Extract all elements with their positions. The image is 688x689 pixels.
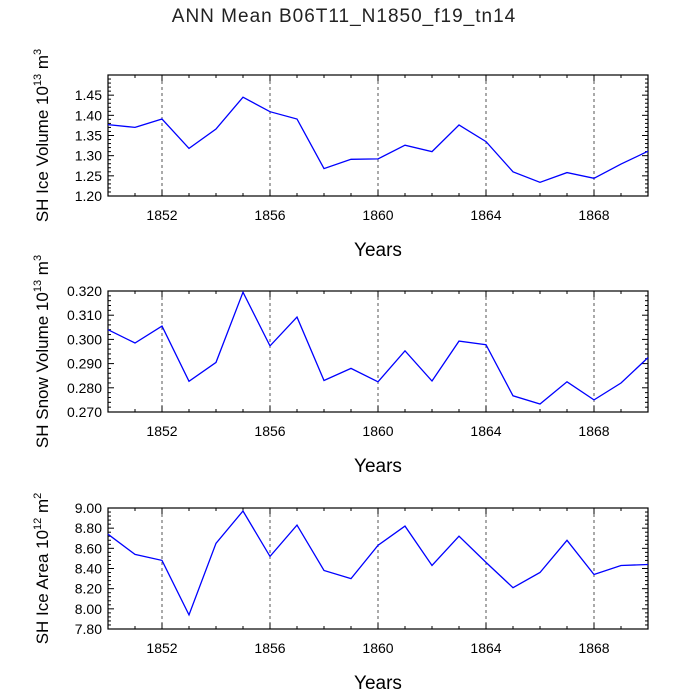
y-axis-label-superscript: 3 bbox=[32, 49, 44, 55]
y-axis-label-part: m bbox=[33, 55, 52, 74]
y-tick-label: 1.40 bbox=[75, 107, 102, 123]
y-axis-label-superscript: 12 bbox=[32, 518, 44, 530]
y-tick-label: 7.80 bbox=[75, 621, 102, 637]
x-tick-label: 1856 bbox=[254, 207, 285, 223]
series-line bbox=[107, 290, 649, 405]
y-tick-label: 1.20 bbox=[75, 188, 102, 204]
chart-panel-2: 0.270 0.280 0.290 0.300 0.310 0.320 1852 1856 18… bbox=[32, 255, 649, 477]
y-axis-label-superscript: 13 bbox=[32, 280, 44, 292]
x-tick-label: 1864 bbox=[470, 207, 501, 223]
chart-panel-1: 1.20 1.25 1.30 1.35 1.40 1.45 1852 1856 1860 1864… bbox=[32, 49, 649, 261]
y-axis-label: SH Ice Area 1012 m2 bbox=[32, 493, 52, 645]
plot-frame bbox=[107, 74, 649, 197]
x-tick-label: 1852 bbox=[146, 423, 177, 439]
y-tick-label: 8.20 bbox=[75, 581, 102, 597]
y-tick-label: 1.35 bbox=[75, 128, 102, 144]
x-tick-label: 1864 bbox=[470, 640, 501, 656]
y-axis-label-superscript: 2 bbox=[32, 493, 44, 499]
y-tick-label: 0.280 bbox=[67, 380, 102, 396]
y-tick-label: 8.00 bbox=[75, 601, 102, 617]
x-tick-label: 1868 bbox=[578, 207, 609, 223]
x-tick-label: 1852 bbox=[146, 640, 177, 656]
y-tick-label: 8.80 bbox=[75, 520, 102, 536]
y-axis-label-part: SH Ice Area 10 bbox=[33, 530, 52, 644]
x-tick-label: 1860 bbox=[362, 207, 393, 223]
y-axis-label: SH Snow Volume 1013 m3 bbox=[32, 255, 52, 448]
y-axis-label-part: m bbox=[33, 261, 52, 280]
y-tick-label: 1.25 bbox=[75, 168, 102, 184]
y-tick-label: 0.270 bbox=[67, 404, 102, 420]
y-axis-label-part: m bbox=[33, 499, 52, 518]
y-tick-label: 0.290 bbox=[67, 356, 102, 372]
x-axis-label: Years bbox=[354, 240, 402, 261]
x-tick-label: 1860 bbox=[362, 423, 393, 439]
y-axis-label-superscript: 3 bbox=[32, 255, 44, 261]
y-tick-label: 8.60 bbox=[75, 540, 102, 556]
y-tick-label: 9.00 bbox=[75, 500, 102, 516]
series-line bbox=[107, 96, 649, 183]
series-line bbox=[107, 509, 649, 617]
y-axis-label-part: SH Ice Volume 10 bbox=[33, 86, 52, 222]
y-axis-label: SH Ice Volume 1013 m3 bbox=[32, 49, 52, 222]
y-tick-label: 0.310 bbox=[67, 307, 102, 323]
x-axis-label: Years bbox=[354, 456, 402, 477]
plot-frame bbox=[107, 507, 649, 630]
y-axis-label-part: SH Snow Volume 10 bbox=[33, 292, 52, 448]
y-tick-label: 0.300 bbox=[67, 331, 102, 347]
x-tick-label: 1868 bbox=[578, 423, 609, 439]
plot-frame bbox=[107, 290, 649, 413]
x-tick-label: 1864 bbox=[470, 423, 501, 439]
x-tick-label: 1852 bbox=[146, 207, 177, 223]
y-tick-label: 8.40 bbox=[75, 561, 102, 577]
x-tick-label: 1856 bbox=[254, 423, 285, 439]
x-axis-label: Years bbox=[354, 673, 402, 689]
chart-title: ANN Mean B06T11_N1850_f19_tn14 bbox=[171, 6, 517, 27]
y-tick-label: 1.30 bbox=[75, 148, 102, 164]
chart-panel-3: 7.80 8.00 8.20 8.40 8.60 8.80 9.00 1852 1856 1860… bbox=[32, 493, 649, 689]
y-tick-label: 1.45 bbox=[75, 87, 102, 103]
y-axis-label-superscript: 13 bbox=[32, 74, 44, 86]
y-tick-label: 0.320 bbox=[67, 283, 102, 299]
x-tick-label: 1868 bbox=[578, 640, 609, 656]
x-tick-label: 1856 bbox=[254, 640, 285, 656]
x-tick-label: 1860 bbox=[362, 640, 393, 656]
